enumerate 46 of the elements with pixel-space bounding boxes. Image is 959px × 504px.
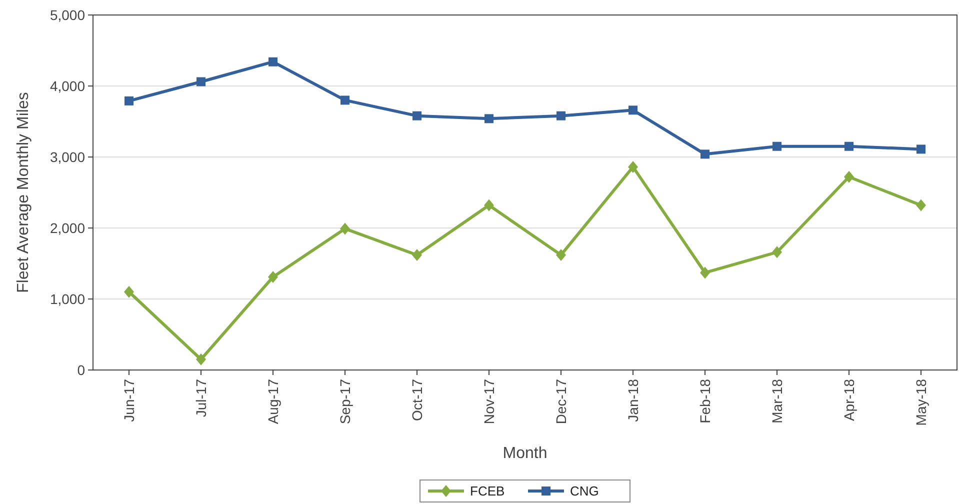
x-tick-label: Jan-18 <box>625 378 641 422</box>
y-tick-label: 2,000 <box>50 220 86 236</box>
point <box>556 248 566 261</box>
x-tick-label: Nov-17 <box>481 378 497 424</box>
point <box>484 199 494 212</box>
point <box>124 96 134 106</box>
point <box>844 170 854 183</box>
x-tick-label: Oct-17 <box>409 378 425 422</box>
point <box>916 144 926 154</box>
x-tick-label: Jun-17 <box>121 378 137 422</box>
point <box>412 111 422 120</box>
y-tick-label: 3,000 <box>50 148 86 165</box>
point <box>772 142 782 151</box>
point <box>484 114 494 124</box>
x-tick-label: Apr-18 <box>841 378 857 422</box>
point <box>916 199 926 212</box>
point <box>844 142 854 151</box>
x-tick-label: Aug-17 <box>265 378 281 424</box>
x-tick-label: May-18 <box>913 378 929 426</box>
point <box>772 246 782 258</box>
point <box>268 270 278 283</box>
x-tick-label: Jul-17 <box>193 378 209 418</box>
y-tick-label: 4,000 <box>50 78 86 94</box>
y-tick-label: 0 <box>77 362 86 378</box>
x-tick-label: Mar-18 <box>769 378 785 424</box>
y-axis-title: Fleet Average Monthly Miles <box>15 92 32 293</box>
x-tick-label: Feb-18 <box>697 378 713 424</box>
point <box>556 111 566 120</box>
point <box>124 286 134 298</box>
y-tick-label: 1,000 <box>50 290 86 307</box>
point <box>700 266 710 279</box>
point <box>412 248 422 261</box>
y-tick-label: 5,000 <box>50 6 86 23</box>
x-axis-title: Month <box>502 445 548 462</box>
x-tick-label: Sep-17 <box>337 378 353 424</box>
point <box>196 353 206 366</box>
point <box>628 160 638 173</box>
point <box>628 106 638 115</box>
point <box>340 96 350 105</box>
legend-label: FCEB <box>470 484 505 499</box>
legend-label: CNG <box>570 484 599 499</box>
point <box>700 150 710 159</box>
point <box>340 222 350 235</box>
point <box>196 77 206 86</box>
point <box>268 57 278 66</box>
x-tick-label: Dec-17 <box>553 378 569 424</box>
